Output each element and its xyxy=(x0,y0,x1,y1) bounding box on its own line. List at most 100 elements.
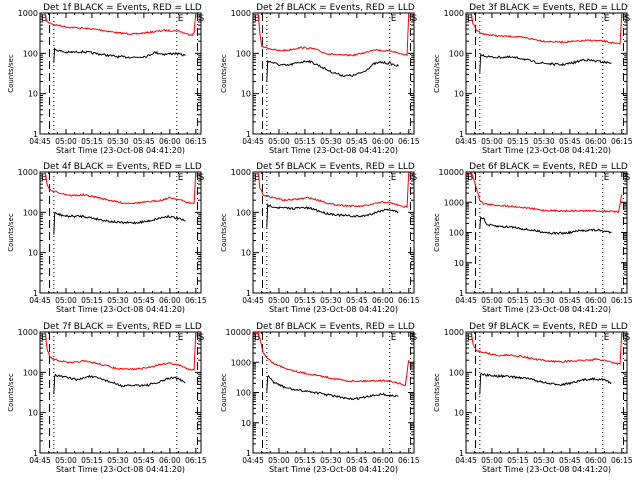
x-tick-label: 06:00 xyxy=(372,456,394,465)
x-tick-label: 04:45 xyxy=(455,456,477,465)
y-axis-label: Counts/sec xyxy=(220,213,228,252)
y-tick-label: 10000 xyxy=(226,328,251,337)
x-tick-label: 05:45 xyxy=(133,137,155,146)
marker-e: E xyxy=(391,173,397,183)
panel-title: Det 7f BLACK = Events, RED = LLD xyxy=(43,322,202,332)
marker-e: E xyxy=(391,333,397,343)
y-tick-label: 1000 xyxy=(444,328,464,337)
lld-series-line xyxy=(470,12,623,45)
events-series-line xyxy=(266,202,399,228)
plot-frame xyxy=(39,331,202,454)
panel-title: Det 2f BLACK = Events, RED = LLD xyxy=(256,3,415,13)
events-series-line xyxy=(479,372,612,395)
plot-frame xyxy=(252,171,415,294)
x-tick-label: 05:00 xyxy=(268,456,290,465)
x-tick-label: 06:00 xyxy=(372,296,394,305)
marker-e: E xyxy=(178,173,184,183)
marker-s: S xyxy=(199,333,205,343)
x-tick-label: 04:45 xyxy=(29,137,51,146)
marker-b: B xyxy=(254,333,260,343)
y-tick-label: 1 xyxy=(33,449,38,458)
x-tick-label: 05:00 xyxy=(481,456,503,465)
x-axis-label: Start Time (23-Oct-08 04:41:20) xyxy=(482,146,611,155)
panel-title: Det 8f BLACK = Events, RED = LLD xyxy=(256,322,415,332)
marker-s: S xyxy=(625,333,631,343)
x-tick-label: 06:00 xyxy=(159,137,181,146)
marker-e: E xyxy=(178,14,184,24)
x-tick-label: 05:45 xyxy=(133,296,155,305)
y-tick-label: 100 xyxy=(236,49,251,58)
y-tick-label: 1 xyxy=(246,449,251,458)
marker-s: S xyxy=(412,173,418,183)
y-tick-label: 10 xyxy=(28,90,38,99)
marker-e: E xyxy=(178,333,184,343)
lld-series-line xyxy=(257,171,410,209)
x-tick-label: 05:15 xyxy=(81,137,103,146)
x-axis-label: Start Time (23-Oct-08 04:41:20) xyxy=(56,146,185,155)
x-tick-label: 05:30 xyxy=(320,456,342,465)
x-tick-label: 06:00 xyxy=(159,296,181,305)
x-tick-label: 05:30 xyxy=(107,137,129,146)
x-tick-label: 05:15 xyxy=(294,296,316,305)
x-tick-label: 05:00 xyxy=(55,296,77,305)
y-tick-label: 10 xyxy=(454,259,464,268)
x-tick-label: 06:00 xyxy=(585,456,607,465)
panel-title: Det 9f BLACK = Events, RED = LLD xyxy=(469,322,628,332)
y-tick-label: 100 xyxy=(449,229,464,238)
x-tick-label: 05:00 xyxy=(55,137,77,146)
y-tick-label: 1000 xyxy=(231,9,251,18)
x-tick-label: 05:15 xyxy=(294,137,316,146)
y-tick-label: 1 xyxy=(246,130,251,139)
x-tick-label: 05:15 xyxy=(507,137,529,146)
x-tick-label: 05:00 xyxy=(268,296,290,305)
x-tick-label: 05:45 xyxy=(346,137,368,146)
x-tick-label: 05:30 xyxy=(107,296,129,305)
x-tick-label: 05:30 xyxy=(533,296,555,305)
x-tick-label: 05:00 xyxy=(268,137,290,146)
x-tick-label: 04:45 xyxy=(242,456,264,465)
marker-s: S xyxy=(625,173,631,183)
x-tick-label: 06:00 xyxy=(159,456,181,465)
plot-frame xyxy=(39,171,202,294)
marker-s: S xyxy=(199,14,205,24)
marker-s: S xyxy=(199,173,205,183)
marker-b: B xyxy=(467,173,473,183)
events-series-line xyxy=(53,212,186,235)
y-tick-label: 10 xyxy=(454,90,464,99)
y-axis-label: Counts/sec xyxy=(7,54,15,93)
x-tick-label: 05:45 xyxy=(559,137,581,146)
x-tick-label: 06:00 xyxy=(585,137,607,146)
x-axis-label: Start Time (23-Oct-08 04:41:20) xyxy=(56,305,185,314)
y-tick-label: 1000 xyxy=(444,9,464,18)
lld-series-line xyxy=(44,331,197,371)
panel-title: Det 5f BLACK = Events, RED = LLD xyxy=(256,162,415,172)
marker-e: E xyxy=(604,173,610,183)
x-tick-label: 06:15 xyxy=(185,137,207,146)
x-tick-label: 05:30 xyxy=(533,456,555,465)
y-tick-label: 100 xyxy=(449,49,464,58)
y-axis-label: Counts/sec xyxy=(433,54,441,93)
lld-series-line xyxy=(252,331,410,387)
lld-series-line xyxy=(465,171,623,214)
y-tick-label: 10 xyxy=(454,409,464,418)
y-tick-label: 1000 xyxy=(18,9,38,18)
marker-s: S xyxy=(412,333,418,343)
x-tick-label: 06:15 xyxy=(398,137,420,146)
x-tick-label: 05:30 xyxy=(320,296,342,305)
panel-title: Det 1f BLACK = Events, RED = LLD xyxy=(43,3,202,13)
x-tick-label: 04:45 xyxy=(455,296,477,305)
y-axis-label: Counts/sec xyxy=(7,213,15,252)
marker-e: E xyxy=(604,333,610,343)
x-tick-label: 06:15 xyxy=(611,296,633,305)
marker-e: E xyxy=(391,14,397,24)
x-tick-label: 05:00 xyxy=(55,456,77,465)
y-tick-label: 1000 xyxy=(231,168,251,177)
lld-series-line xyxy=(470,331,623,366)
panel-title: Det 4f BLACK = Events, RED = LLD xyxy=(43,162,202,172)
x-tick-label: 06:00 xyxy=(585,296,607,305)
y-tick-label: 100 xyxy=(23,208,38,217)
x-tick-label: 04:45 xyxy=(455,137,477,146)
marker-s: S xyxy=(625,14,631,24)
plot-frame xyxy=(252,12,415,135)
x-tick-label: 05:15 xyxy=(81,296,103,305)
